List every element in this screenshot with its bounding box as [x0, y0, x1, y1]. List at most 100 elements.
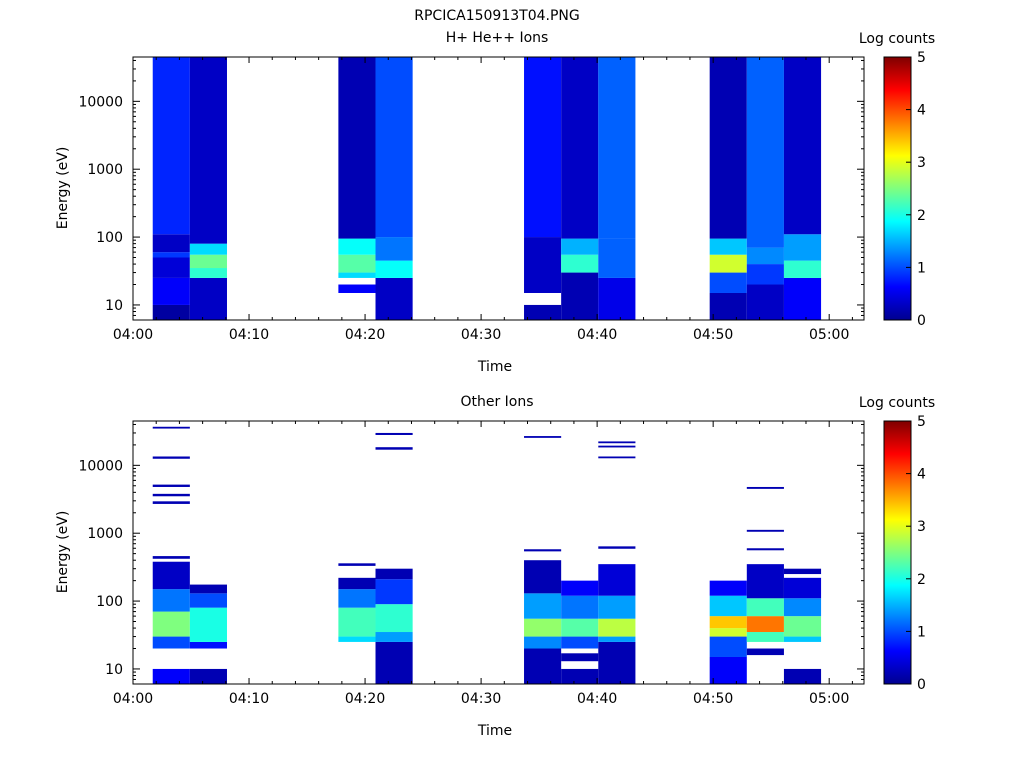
heatmap-cell: [524, 304, 562, 320]
heatmap-cell: [783, 668, 822, 684]
y-tick-label: 10000: [78, 458, 123, 474]
colorbar-tick-label: 1: [917, 260, 926, 276]
y-tick-label: 100: [96, 594, 123, 610]
heatmap-cell: [524, 636, 562, 649]
heatmap-cell: [709, 57, 747, 239]
heatmap-cell: [709, 628, 747, 637]
heatmap-cell: [709, 656, 747, 684]
heatmap-cell: [598, 641, 636, 684]
heatmap-cell: [746, 486, 784, 489]
panel-other-ions: Other Ions 04:00 04:10 04:20 04:30 04:40 04:5…: [55, 394, 935, 739]
colorbar-tick-label: 4: [917, 467, 926, 483]
heatmap-cell: [338, 563, 376, 566]
heatmap-cell: [189, 268, 227, 278]
heatmap-cell: [598, 277, 636, 320]
panel-title: H+ He++ Ions: [446, 30, 549, 46]
x-axis-label: Time: [477, 359, 512, 375]
heatmap-cell: [598, 618, 636, 637]
heatmap-cell: [783, 57, 822, 235]
x-tick-label: 04:40: [577, 691, 617, 707]
colorbar-gradient: [883, 56, 912, 321]
heatmap-cell: [375, 277, 413, 320]
heatmap-cell: [152, 257, 190, 278]
heatmap-cell: [152, 668, 190, 684]
heatmap-cell: [598, 441, 636, 444]
heatmap-cell: [561, 653, 599, 662]
heatmap-cell: [375, 579, 413, 605]
heatmap-cell: [746, 616, 784, 633]
heatmap-cell: [152, 456, 190, 459]
heatmap-cell: [375, 447, 413, 450]
heatmap-cell: [598, 595, 636, 619]
heatmap-cell: [783, 234, 822, 261]
colorbar-tick-label: 3: [917, 155, 926, 171]
colorbar-tick-label: 2: [917, 572, 926, 588]
y-tick-label: 10: [105, 662, 123, 678]
heatmap-cell: [746, 264, 784, 285]
heatmap-cell: [375, 604, 413, 633]
heatmap-cell: [709, 636, 747, 657]
heatmap-cell: [598, 564, 636, 596]
heatmap-cell: [783, 636, 822, 642]
heatmap-cell: [338, 57, 376, 239]
colorbar-tick-label: 5: [917, 414, 926, 430]
x-tick-label: 04:40: [577, 327, 617, 343]
x-tick-label: 04:00: [113, 327, 153, 343]
heatmap-cell: [338, 577, 376, 590]
heatmap-cell: [746, 632, 784, 642]
heatmap-cell: [338, 284, 376, 293]
heatmap-cell: [189, 668, 227, 684]
colorbar-tick-label: 1: [917, 624, 926, 640]
heatmap-cell: [152, 556, 190, 559]
y-tick-label: 10: [105, 298, 123, 314]
heatmap-cell: [746, 529, 784, 532]
x-tick-label: 04:30: [461, 691, 501, 707]
colorbar-label: Log counts: [859, 31, 935, 47]
heatmap-cell: [338, 636, 376, 642]
heatmap-cell: [783, 616, 822, 637]
heatmap-cell: [152, 636, 190, 649]
heatmap-cell: [375, 432, 413, 435]
heatmap-cell: [189, 243, 227, 255]
y-axis-ticks: 10 100 1000 10000: [78, 59, 864, 321]
heatmap-cell: [152, 234, 190, 253]
heatmap-cell: [189, 277, 227, 320]
colorbar-tick-label: 0: [917, 313, 926, 329]
heatmap-cell: [375, 260, 413, 278]
y-tick-label: 1000: [87, 162, 123, 178]
heatmap-cell: [152, 484, 190, 487]
x-tick-label: 04:50: [693, 691, 733, 707]
colorbar: 0 1 2 3 4 5: [883, 50, 926, 329]
panel-h-he-ions: H+ He++ Ions 04:00 04:10 04:20 04:30 04:40 04…: [55, 30, 935, 375]
heatmap-cell: [561, 254, 599, 273]
heatmap-cells: [152, 426, 822, 684]
heatmap-cell: [152, 252, 190, 258]
x-tick-label: 04:50: [693, 327, 733, 343]
heatmap-cell: [375, 568, 413, 580]
y-tick-label: 1000: [87, 526, 123, 542]
colorbar-label: Log counts: [859, 395, 935, 411]
heatmap-cell: [598, 546, 636, 549]
x-tick-label: 04:10: [229, 691, 269, 707]
x-tick-label: 04:20: [345, 327, 385, 343]
heatmap-cell: [783, 577, 822, 599]
heatmap-cells: [152, 57, 822, 320]
heatmap-cell: [561, 57, 599, 239]
heatmap-cell: [189, 641, 227, 649]
panel-title: Other Ions: [460, 394, 533, 410]
heatmap-cell: [338, 589, 376, 608]
heatmap-cell: [709, 292, 747, 320]
heatmap-cell: [709, 238, 747, 255]
colorbar-tick-label: 2: [917, 208, 926, 224]
heatmap-cell: [598, 238, 636, 278]
heatmap-cell: [561, 272, 599, 320]
y-axis-label: Energy (eV): [55, 147, 71, 230]
heatmap-cell: [709, 254, 747, 273]
heatmap-cell: [524, 648, 562, 684]
heatmap-cell: [152, 426, 190, 429]
colorbar-tick-label: 3: [917, 519, 926, 535]
heatmap-cell: [746, 284, 784, 320]
x-axis-label: Time: [477, 723, 512, 739]
heatmap-cell: [152, 561, 190, 590]
